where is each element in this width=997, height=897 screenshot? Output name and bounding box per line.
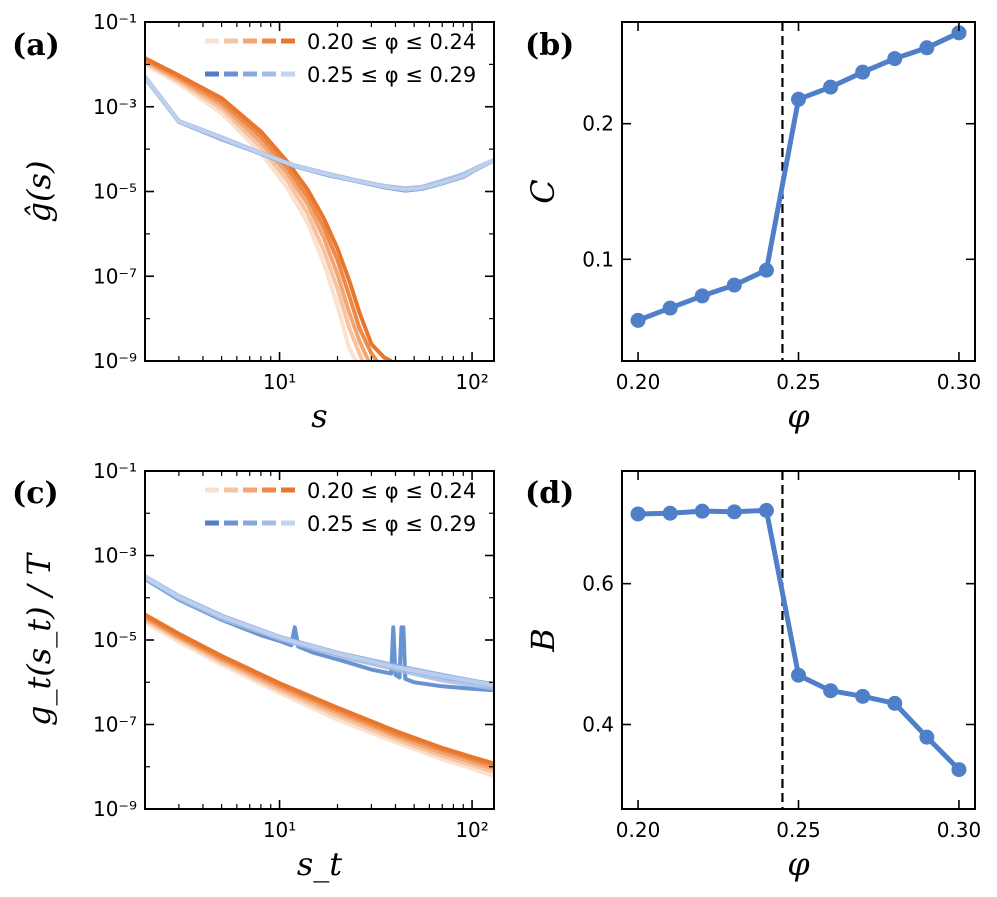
data-point (823, 683, 839, 699)
y-tick-label: 10⁻⁵ (93, 628, 137, 652)
y-axis-label: C (524, 179, 562, 203)
chart-panel-a: 10⁻⁹ 10⁻⁷ 10⁻⁵ 10⁻³ 10⁻¹ 10¹ 10² s ĝ(s) 0.20 ≤ φ … (20, 10, 495, 435)
y-axis-label: g_t(s_t) / T (20, 551, 58, 726)
data-point (951, 25, 967, 41)
x-tick-label: 0.25 (776, 370, 821, 394)
y-axis-label: B (524, 628, 562, 653)
y-tick-label: 10⁻⁹ (93, 797, 137, 821)
series-line-orange (145, 614, 494, 768)
y-tick-label: 0.6 (582, 572, 614, 596)
series-line (637, 30, 961, 323)
x-tick-label: 0.25 (776, 818, 821, 842)
panel-label-c: (c) (12, 476, 59, 511)
x-tick-label: 0.30 (937, 370, 982, 394)
data-point (919, 40, 935, 56)
series-group (145, 56, 494, 361)
data-point (823, 79, 839, 95)
series-line-blue (145, 575, 494, 688)
data-point (758, 262, 774, 278)
data-point (726, 277, 742, 293)
series-group (145, 574, 494, 778)
y-axis-label: ĝ(s) (20, 161, 58, 223)
series-line-blue (145, 575, 494, 689)
series-line-orange (145, 57, 379, 361)
series-line-blue (145, 574, 494, 687)
data-point (758, 502, 774, 518)
series-line-orange (145, 62, 358, 361)
legend-entry-blue: 0.25 ≤ φ ≤ 0.29 (307, 512, 476, 536)
y-tick-label: 10⁻¹ (93, 10, 137, 34)
legend-entry-orange: 0.20 ≤ φ ≤ 0.24 (307, 479, 476, 503)
data-point (630, 506, 646, 522)
series-line-orange (145, 56, 393, 361)
series-line (637, 507, 961, 772)
plot-frame (621, 470, 976, 810)
panel-label-a: (a) (12, 28, 60, 63)
data-point (662, 300, 678, 316)
y-tick-label: 10⁻⁹ (93, 349, 137, 373)
x-tick-label: 10² (455, 818, 488, 842)
y-tick-label: 0.4 (582, 713, 614, 737)
data-point (662, 505, 678, 521)
y-tick-label: 10⁻⁵ (93, 180, 137, 204)
series-line-orange (145, 612, 494, 766)
x-axis-label: φ (787, 397, 810, 435)
data-point (919, 729, 935, 745)
series-line-orange (145, 620, 494, 778)
series-line-orange (145, 59, 371, 361)
x-tick-label: 0.20 (616, 818, 661, 842)
legend: 0.20 ≤ φ ≤ 0.24 0.25 ≤ φ ≤ 0.29 (205, 479, 476, 536)
panel-label-d: (d) (525, 476, 574, 511)
x-tick-label: 10² (455, 370, 488, 394)
x-axis-label: s (311, 397, 327, 435)
data-point (951, 762, 967, 778)
data-point (694, 503, 710, 519)
y-tick-label: 10⁻³ (93, 544, 137, 568)
legend-entry-orange: 0.20 ≤ φ ≤ 0.24 (307, 30, 476, 54)
data-point (791, 91, 806, 107)
series-line-blue (145, 577, 494, 693)
x-tick-label: 10¹ (263, 370, 296, 394)
series-line-blue (145, 75, 494, 192)
legend: 0.20 ≤ φ ≤ 0.24 0.25 ≤ φ ≤ 0.29 (205, 30, 476, 87)
x-axis-label: φ (787, 845, 810, 883)
x-tick-label: 0.20 (616, 370, 661, 394)
data-point (630, 312, 646, 328)
x-tick-label: 0.30 (937, 818, 982, 842)
series-line-orange (145, 60, 365, 361)
y-tick-label: 0.2 (582, 112, 614, 136)
data-point (887, 695, 903, 711)
data-point (887, 51, 903, 67)
legend-entry-blue: 0.25 ≤ φ ≤ 0.29 (307, 63, 476, 87)
y-tick-label: 10⁻⁷ (93, 264, 137, 288)
chart-panel-c: 10⁻⁹ 10⁻⁷ 10⁻⁵ 10⁻³ 10⁻¹ 10¹ 10² s_t g_t(s_t) / … (20, 459, 495, 883)
y-tick-label: 10⁻³ (93, 95, 137, 119)
y-tick-label: 10⁻¹ (93, 459, 137, 483)
data-point (694, 288, 710, 304)
chart-panel-d: 0.4 0.6 0.20 0.25 0.30 φ B (524, 470, 982, 883)
x-tick-label: 10¹ (263, 818, 296, 842)
series-line-blue (145, 576, 494, 691)
x-axis-label: s_t (297, 845, 342, 883)
panel-label-b: (b) (525, 28, 574, 63)
data-point (726, 504, 742, 520)
chart-panel-b: 0.1 0.2 0.20 0.25 0.30 φ C (524, 21, 982, 435)
data-point (855, 688, 871, 704)
y-tick-label: 0.1 (582, 247, 614, 271)
data-point (855, 64, 871, 80)
data-point (791, 667, 806, 683)
y-tick-label: 10⁻⁷ (93, 713, 137, 737)
